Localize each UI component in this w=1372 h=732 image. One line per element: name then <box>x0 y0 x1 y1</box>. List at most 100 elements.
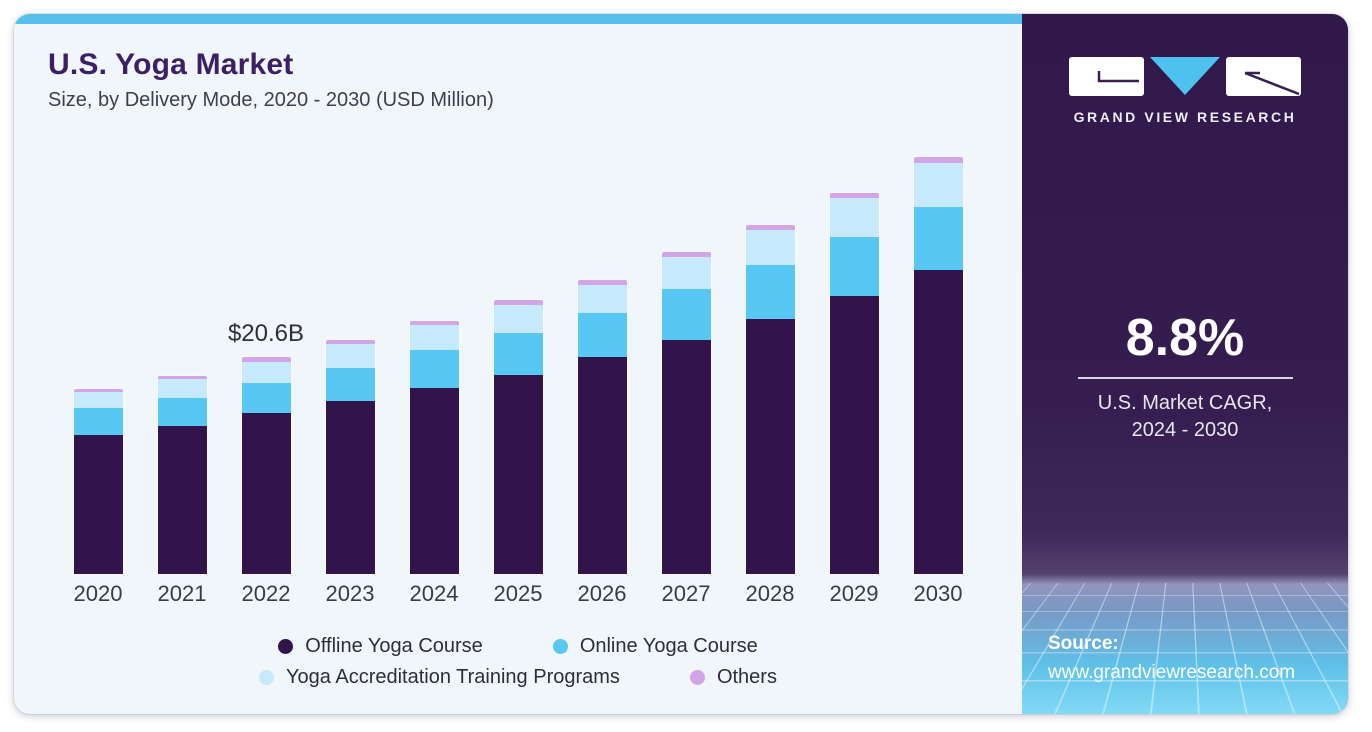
bar-segment-yoga-accreditation-training-programs <box>829 198 879 237</box>
x-axis-label: 2020 <box>73 581 123 606</box>
chart-card: U.S. Yoga Market Size, by Delivery Mode,… <box>14 14 1022 714</box>
cagr-label: U.S. Market CAGR, 2024 - 2030 <box>1022 390 1348 444</box>
bar-segment-online-yoga-course <box>661 289 711 341</box>
bar-stack <box>409 320 459 574</box>
bar-segment-online-yoga-course <box>493 332 543 375</box>
source-label: Source: <box>1048 633 1119 654</box>
bar-segment-offline-yoga-course <box>157 426 207 574</box>
bar-segment-offline-yoga-course <box>325 400 375 574</box>
bar-group-2021: 2021 <box>157 375 207 606</box>
x-axis-label: 2029 <box>829 581 879 606</box>
x-axis-label: 2021 <box>157 581 207 606</box>
bar-segment-online-yoga-course <box>577 313 627 357</box>
legend-item-online-yoga-course: Online Yoga Course <box>552 635 758 658</box>
bar-segment-others <box>241 357 291 362</box>
bar-segment-online-yoga-course <box>157 397 207 426</box>
bar-value-annotation: $20.6B <box>227 320 305 348</box>
bar-group-2023: 2023 <box>325 339 375 606</box>
bar-segment-online-yoga-course <box>73 408 123 435</box>
bar-segment-yoga-accreditation-training-programs <box>577 285 627 314</box>
bar-segment-yoga-accreditation-training-programs <box>241 361 291 383</box>
bar-segment-offline-yoga-course <box>913 270 963 574</box>
bar-segment-offline-yoga-course <box>661 340 711 574</box>
bar-group-2026: 2026 <box>577 280 627 606</box>
bar-stack <box>577 280 627 574</box>
bar-stack <box>829 192 879 574</box>
bar-group-2022: $20.6B 2022 <box>228 320 304 606</box>
bar-segment-others <box>577 280 627 286</box>
bar-segment-offline-yoga-course <box>241 413 291 574</box>
legend-item-offline-yoga-course: Offline Yoga Course <box>278 635 483 658</box>
bar-stack <box>241 357 291 574</box>
bar-segment-yoga-accreditation-training-programs <box>325 344 375 369</box>
bar-segment-others <box>745 225 795 231</box>
source-block: Source: www.grandviewresearch.com <box>1048 633 1295 684</box>
bar-segment-online-yoga-course <box>745 264 795 319</box>
bar-segment-offline-yoga-course <box>829 295 879 574</box>
bar-segment-yoga-accreditation-training-programs <box>157 379 207 398</box>
legend-dot <box>278 639 294 654</box>
brand-sidebar: GRAND VIEW RESEARCH 8.8% U.S. Market CAG… <box>1022 14 1348 714</box>
bar-segment-online-yoga-course <box>913 206 963 270</box>
source-url: www.grandviewresearch.com <box>1048 662 1296 683</box>
cagr-divider <box>1077 377 1293 379</box>
bar-segment-others <box>829 192 879 199</box>
bar-segment-online-yoga-course <box>409 350 459 389</box>
cagr-value: 8.8% <box>1125 309 1245 367</box>
bar-segment-yoga-accreditation-training-programs <box>493 305 543 333</box>
accent-strip <box>14 14 1022 24</box>
gvr-logo-marks <box>1069 57 1301 96</box>
bar-stack <box>913 156 963 574</box>
bar-stack <box>157 375 207 574</box>
bar-group-2030: 2030 <box>913 156 963 606</box>
bar-stack <box>73 389 123 574</box>
bar-segment-others <box>409 320 459 326</box>
x-axis-label: 2028 <box>745 581 795 606</box>
bar-segment-offline-yoga-course <box>73 435 123 574</box>
bar-stack <box>661 252 711 574</box>
bar-stack <box>493 300 543 574</box>
bar-segment-yoga-accreditation-training-programs <box>73 392 123 409</box>
x-axis-label: 2023 <box>325 581 375 606</box>
legend-label: Yoga Accreditation Training Programs <box>286 666 620 688</box>
logo-wordmark: GRAND VIEW RESEARCH <box>1073 109 1297 125</box>
bar-segment-offline-yoga-course <box>577 357 627 574</box>
legend-item-yoga-accreditation-training-programs: Yoga Accreditation Training Programs <box>259 666 620 689</box>
x-axis-label: 2030 <box>913 581 963 606</box>
stacked-bar-plot: 2020 2021 $20.6B 2022 2023 2024 2025 2026 2027 20… <box>14 156 1022 606</box>
bar-segment-online-yoga-course <box>325 368 375 401</box>
bar-group-2024: 2024 <box>409 320 459 606</box>
logo-v-icon <box>1150 57 1220 95</box>
bar-stack <box>325 339 375 574</box>
bar-segment-others <box>325 339 375 345</box>
bar-segment-others <box>493 300 543 306</box>
bar-group-2027: 2027 <box>661 252 711 606</box>
x-axis-label: 2027 <box>661 581 711 606</box>
bar-group-2020: 2020 <box>73 389 123 606</box>
bar-segment-offline-yoga-course <box>493 375 543 574</box>
legend-row: Offline Yoga Course Online Yoga Course <box>278 635 758 658</box>
legend-dot <box>259 670 275 685</box>
x-axis-label: 2024 <box>409 581 459 606</box>
legend-dot <box>552 639 568 654</box>
bar-segment-yoga-accreditation-training-programs <box>913 162 963 207</box>
bar-segment-others <box>157 375 207 380</box>
logo-g-icon <box>1069 57 1144 96</box>
chart-legend: Offline Yoga Course Online Yoga Course Yog… <box>14 635 1022 689</box>
bar-segment-others <box>661 252 711 257</box>
bar-segment-yoga-accreditation-training-programs <box>409 325 459 351</box>
bar-stack <box>745 225 795 574</box>
logo-r-icon <box>1226 57 1301 96</box>
legend-label: Offline Yoga Course <box>305 635 483 657</box>
bar-segment-others <box>913 156 963 163</box>
gvr-logo: GRAND VIEW RESEARCH <box>1022 57 1348 125</box>
bar-segment-offline-yoga-course <box>409 388 459 574</box>
legend-label: Others <box>716 666 777 688</box>
chart-title: U.S. Yoga Market <box>48 48 294 81</box>
cagr-label-line2: 2024 - 2030 <box>1131 419 1239 441</box>
x-axis-label: 2026 <box>577 581 627 606</box>
legend-item-others: Others <box>689 666 777 689</box>
legend-dot <box>689 670 705 685</box>
bar-segment-yoga-accreditation-training-programs <box>661 256 711 290</box>
